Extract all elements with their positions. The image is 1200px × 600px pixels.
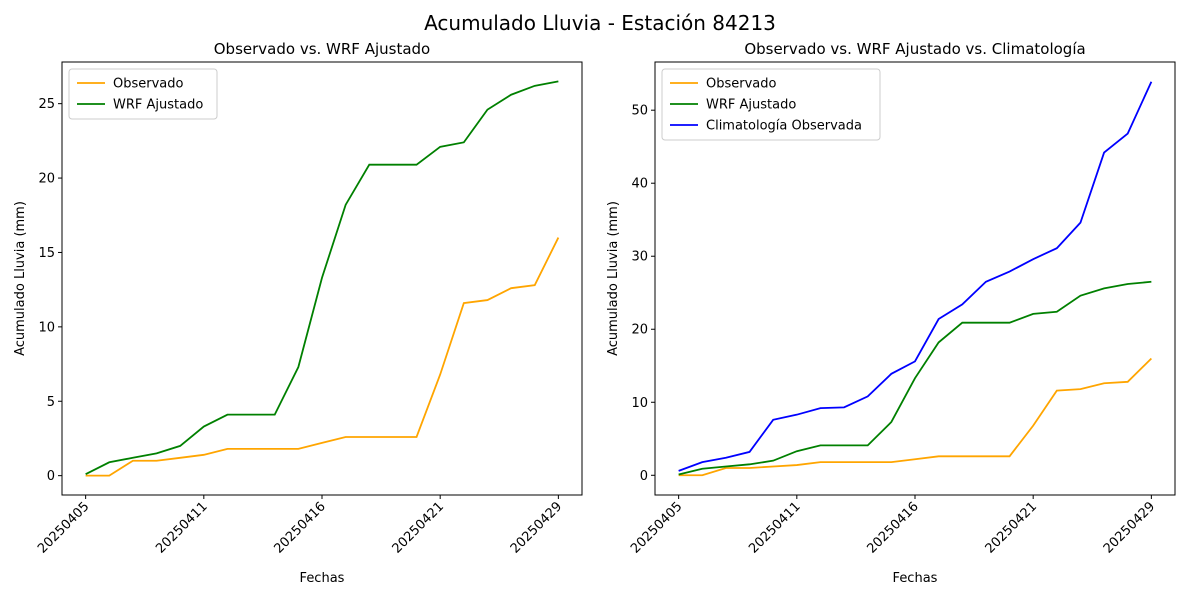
x-tick-label: 20250411 [746,499,803,556]
legend-label: Observado [113,77,184,92]
y-tick-label: 50 [631,104,648,119]
data-line [678,357,1152,477]
y-tick-label: 25 [38,97,55,112]
axes-title: Observado vs. WRF Ajustado vs. Climatolo… [744,40,1085,58]
y-tick-label: 5 [47,395,55,410]
legend-label: WRF Ajustado [706,98,796,113]
data-line [85,80,559,475]
x-tick-label: 20250429 [508,499,565,556]
legend-box [68,68,218,120]
y-tick-label: 20 [38,172,55,187]
x-tick-label: 20250416 [864,499,921,556]
x-axis-label: Fechas [893,571,938,586]
axes-frame [654,61,1176,496]
data-line [85,237,560,477]
data-line [678,280,1152,476]
axes-frame [61,61,583,496]
x-tick-label: 20250416 [271,499,328,556]
x-tick-label: 20250411 [153,499,210,556]
data-line [678,81,1153,472]
x-tick-label: 20250405 [35,499,92,556]
x-tick-label: 20250421 [390,499,447,556]
axes-title: Observado vs. WRF Ajustado [214,40,430,58]
x-tick-label: 20250405 [628,499,685,556]
y-axis-label: Acumulado Lluvia (mm) [606,201,621,356]
y-tick-label: 30 [631,250,648,265]
y-tick-label: 0 [640,469,648,484]
x-tick-label: 20250429 [1101,499,1158,556]
y-tick-label: 20 [631,323,648,338]
legend-label: Observado [706,77,777,92]
y-tick-label: 10 [631,396,648,411]
y-tick-label: 15 [38,246,55,261]
y-tick-label: 0 [47,469,55,484]
y-axis-label: Acumulado Lluvia (mm) [13,201,28,356]
legend-label: WRF Ajustado [113,98,203,113]
x-axis-label: Fechas [300,571,345,586]
y-tick-label: 40 [631,177,648,192]
figure-title: Acumulado Lluvia - Estación 84213 [424,11,776,35]
legend-box [661,68,881,141]
legend-label: Climatología Observada [706,119,862,134]
y-tick-label: 10 [38,320,55,335]
x-tick-label: 20250421 [983,499,1040,556]
